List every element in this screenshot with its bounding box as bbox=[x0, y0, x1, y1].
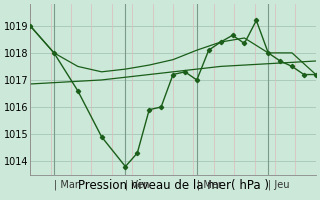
Text: | Jeu: | Jeu bbox=[268, 180, 290, 190]
Text: | Ven: | Ven bbox=[125, 180, 150, 190]
X-axis label: Pression niveau de la mer( hPa ): Pression niveau de la mer( hPa ) bbox=[77, 179, 268, 192]
Text: | Mer: | Mer bbox=[197, 180, 222, 190]
Text: | Mar: | Mar bbox=[54, 180, 79, 190]
